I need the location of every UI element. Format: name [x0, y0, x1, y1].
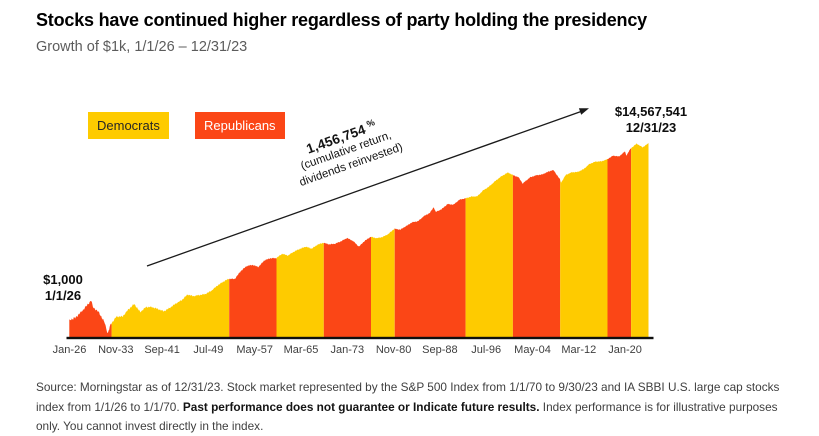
source-note: Source: Morningstar as of 12/31/23. Stoc…	[36, 378, 796, 436]
percent-sign: %	[365, 117, 377, 130]
x-tick-label: May-04	[514, 344, 551, 356]
x-tick-label: Jul-96	[471, 344, 502, 356]
page-subtitle: Growth of $1k, 1/1/26 – 12/31/23	[36, 39, 248, 55]
x-tick-label: May-57	[236, 344, 274, 356]
x-tick-label: Jan-26	[52, 344, 87, 356]
party-band-democrats	[560, 143, 608, 338]
party-band-republicans	[607, 143, 632, 338]
party-band-democrats	[465, 143, 513, 338]
party-band-republicans	[69, 143, 112, 338]
source-text-prefix: Source: Morningstar as of 12/31/23. Stoc…	[36, 379, 780, 414]
x-tick-label: Nov-33	[98, 344, 134, 356]
x-tick-label: Jan-20	[608, 344, 642, 356]
party-band-democrats	[111, 143, 230, 338]
start-date: 1/1/26	[44, 287, 82, 303]
end-value: $14,567,541	[614, 104, 688, 119]
x-tick-label: Mar-65	[283, 344, 319, 356]
legend-democrats-chip: Democrats	[88, 112, 169, 139]
x-tick-label: Mar-12	[561, 344, 597, 356]
x-tick-label: Jan-73	[330, 344, 365, 356]
x-tick-label: Jul-49	[193, 344, 224, 356]
party-band-democrats	[631, 143, 649, 338]
start-value: $1,000	[43, 272, 83, 287]
end-date: 12/31/23	[625, 119, 677, 135]
legend-democrats-label: Democrats	[97, 118, 160, 133]
growth-arrow-head	[578, 108, 589, 115]
source-text-suffix: Index performance is for illustrative pu…	[36, 399, 778, 434]
party-band-republicans	[512, 143, 561, 338]
start-value-callout: $1,000 1/1/26	[30, 272, 96, 303]
growth-arrow-line	[146, 109, 584, 267]
x-axis-line	[66, 336, 654, 340]
x-tick-label: Sep-41	[144, 344, 180, 356]
legend-republicans-label: Republicans	[204, 118, 276, 133]
legend-republicans-chip: Republicans	[195, 112, 285, 139]
x-tick-label: Sep-88	[422, 344, 458, 356]
end-value-callout: $14,567,541 12/31/23	[587, 104, 715, 135]
source-text-bold: Past performance does not guarantee or I…	[182, 399, 540, 414]
page-title: Stocks have continued higher regardless …	[36, 10, 647, 30]
x-tick-label: Nov-80	[375, 344, 412, 356]
